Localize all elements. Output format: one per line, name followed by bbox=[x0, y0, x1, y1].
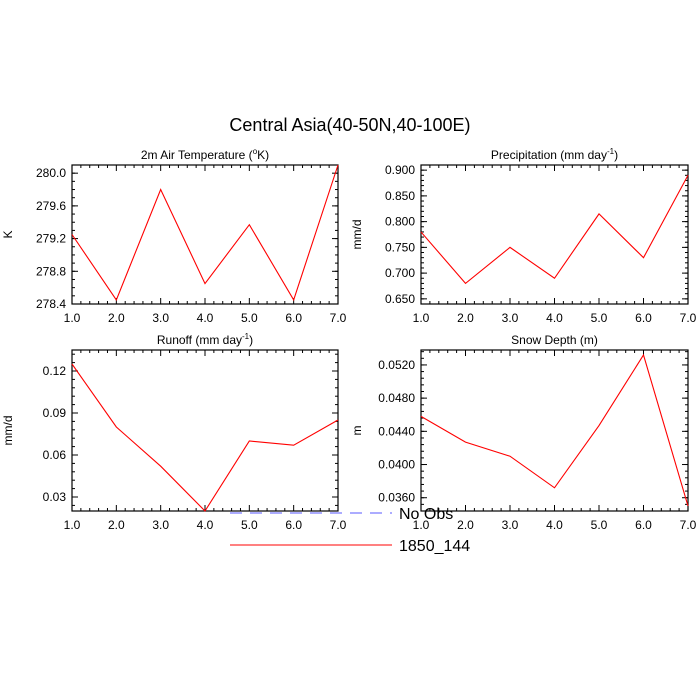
panel-title: Runoff (mm day-1) bbox=[157, 332, 253, 347]
y-tick-label: 280.0 bbox=[36, 166, 66, 180]
panel-title-main: Runoff (mm day bbox=[157, 333, 242, 347]
y-tick-label: 0.0360 bbox=[378, 491, 415, 505]
plot-frame bbox=[420, 164, 689, 305]
panel-title-main: 2m Air Temperature ( bbox=[141, 148, 253, 162]
y-tick-label: 0.0520 bbox=[378, 358, 415, 372]
x-tick-label: 4.0 bbox=[546, 311, 563, 325]
panel-title-end: ) bbox=[249, 333, 253, 347]
y-tick-label: 0.09 bbox=[43, 406, 67, 420]
panel-title-superscript: -1 bbox=[607, 147, 615, 156]
panel-title: Precipitation (mm day-1) bbox=[491, 147, 618, 162]
x-tick-label: 1.0 bbox=[413, 311, 430, 325]
panel-title-main: Precipitation (mm day bbox=[491, 148, 607, 162]
x-tick-label: 6.0 bbox=[285, 311, 302, 325]
x-tick-label: 7.0 bbox=[330, 518, 347, 532]
y-tick-label: 0.900 bbox=[385, 163, 415, 177]
x-tick-label: 2.0 bbox=[108, 311, 125, 325]
y-axis-label: mm/d bbox=[1, 416, 15, 446]
x-tick-label: 5.0 bbox=[591, 311, 608, 325]
y-tick-label: 0.650 bbox=[385, 292, 415, 306]
x-tick-label: 3.0 bbox=[152, 311, 169, 325]
x-tick-label: 3.0 bbox=[502, 518, 519, 532]
x-tick-label: 4.0 bbox=[197, 518, 214, 532]
y-tick-label: 278.8 bbox=[36, 264, 66, 278]
panel-title-main: Snow Depth (m) bbox=[511, 333, 598, 347]
x-tick-label: 4.0 bbox=[197, 311, 214, 325]
x-tick-label: 1.0 bbox=[413, 518, 430, 532]
x-tick-label: 7.0 bbox=[680, 518, 697, 532]
x-tick-label: 7.0 bbox=[680, 311, 697, 325]
legend-label-1: No Obs bbox=[399, 506, 453, 523]
panel-3: 1.0 2.0 3.0 4.0 5.0 6.0 7.0 0.03 0.06 0.09 0.12 mm/… bbox=[1, 332, 347, 532]
legend-label-2: 1850_144 bbox=[399, 538, 470, 555]
series-line bbox=[71, 363, 339, 512]
legend: No Obs 1850_144 bbox=[230, 506, 470, 555]
x-tick-label: 5.0 bbox=[241, 311, 258, 325]
y-tick-label: 0.12 bbox=[43, 364, 67, 378]
y-tick-label: 279.6 bbox=[36, 199, 66, 213]
panel-4: 1.0 2.0 3.0 4.0 5.0 6.0 7.0 0.0360 0.0400 0.0440 0… bbox=[350, 333, 697, 532]
y-tick-label: 278.4 bbox=[36, 297, 66, 311]
x-tick-label: 1.0 bbox=[64, 518, 81, 532]
panel-title: Snow Depth (m) bbox=[511, 333, 598, 347]
figure-title: Central Asia(40-50N,40-100E) bbox=[229, 115, 470, 135]
y-tick-label: 0.0440 bbox=[378, 424, 415, 438]
x-tick-label: 2.0 bbox=[108, 518, 125, 532]
x-tick-label: 6.0 bbox=[635, 311, 652, 325]
x-tick-label: 3.0 bbox=[502, 311, 519, 325]
panel-title-superscript: -1 bbox=[242, 332, 250, 341]
panel-title-superscript: o bbox=[253, 147, 258, 156]
panel-title-end: ) bbox=[614, 148, 618, 162]
y-axis-label: mm/d bbox=[350, 220, 364, 250]
y-tick-label: 0.850 bbox=[385, 189, 415, 203]
x-tick-label: 2.0 bbox=[457, 518, 474, 532]
x-tick-label: 1.0 bbox=[64, 311, 81, 325]
plot-frame bbox=[71, 349, 339, 512]
series-line bbox=[71, 164, 339, 302]
y-tick-label: 0.700 bbox=[385, 266, 415, 280]
x-tick-label: 2.0 bbox=[457, 311, 474, 325]
x-tick-label: 6.0 bbox=[635, 518, 652, 532]
panel-2: 1.0 2.0 3.0 4.0 5.0 6.0 7.0 0.650 0.700 0.750 0.80… bbox=[350, 147, 697, 325]
x-tick-label: 6.0 bbox=[285, 518, 302, 532]
y-tick-label: 0.03 bbox=[43, 490, 67, 504]
y-axis-label: K bbox=[1, 230, 15, 238]
panels: 1.0 2.0 3.0 4.0 5.0 6.0 7.0 278.4 278.8 279.2 279.… bbox=[1, 147, 697, 532]
y-tick-label: 279.2 bbox=[36, 232, 66, 246]
x-tick-label: 5.0 bbox=[591, 518, 608, 532]
panel-title: 2m Air Temperature (oK) bbox=[141, 147, 269, 162]
y-tick-label: 0.750 bbox=[385, 240, 415, 254]
series-line bbox=[420, 353, 689, 507]
panel-title-end: K) bbox=[257, 148, 269, 162]
x-tick-label: 3.0 bbox=[152, 518, 169, 532]
y-tick-label: 0.800 bbox=[385, 215, 415, 229]
y-tick-label: 0.0480 bbox=[378, 391, 415, 405]
panel-1: 1.0 2.0 3.0 4.0 5.0 6.0 7.0 278.4 278.8 279.2 279.… bbox=[1, 147, 347, 325]
y-tick-label: 0.06 bbox=[43, 448, 67, 462]
x-tick-label: 5.0 bbox=[241, 518, 258, 532]
x-tick-label: 7.0 bbox=[330, 311, 347, 325]
series-line bbox=[420, 175, 689, 285]
y-axis-label: m bbox=[350, 426, 364, 436]
x-tick-label: 4.0 bbox=[546, 518, 563, 532]
y-tick-label: 0.0400 bbox=[378, 458, 415, 472]
